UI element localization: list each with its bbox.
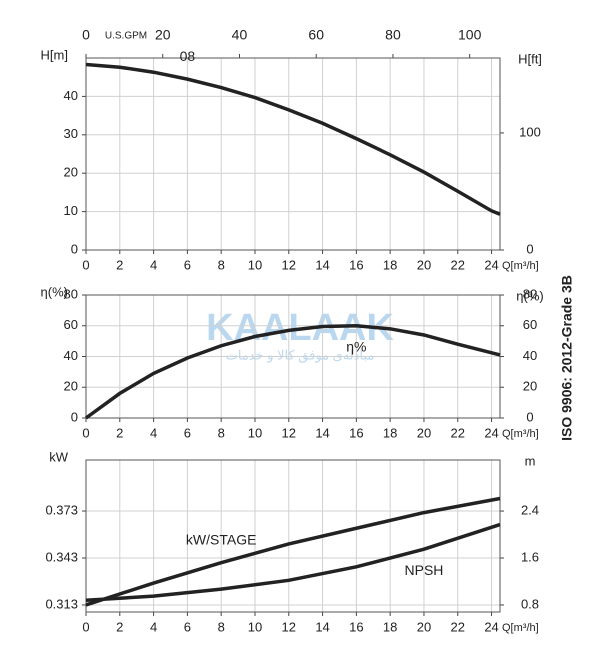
y2-tick-label: 100: [519, 124, 541, 139]
x-tick-label: 20: [417, 425, 431, 440]
x-tick-label: 12: [282, 257, 296, 272]
x-tick-label: 6: [184, 425, 191, 440]
x-tick-label: 24: [484, 425, 498, 440]
x-tick-label: 10: [248, 425, 262, 440]
x-axis-label: Q[m³/h]: [502, 428, 539, 440]
plot-frame: [85, 294, 501, 419]
y2-tick-label: 80: [523, 286, 537, 301]
y-axis-label: kW: [49, 449, 69, 464]
x-tick-label: 10: [248, 619, 262, 634]
x2-tick-label: 60: [308, 27, 324, 43]
curve-label: 08: [180, 48, 196, 64]
y2-axis-label: η(%): [516, 288, 543, 303]
x2-tick-label: 80: [385, 27, 401, 43]
curve: [85, 62, 501, 216]
x-tick-label: 4: [150, 425, 157, 440]
plot-frame: [85, 57, 501, 251]
x-tick-label: 18: [383, 425, 397, 440]
x2-tick-label: 20: [155, 27, 171, 43]
y-tick-label: 30: [64, 126, 78, 141]
x-tick-label: 24: [484, 619, 498, 634]
x-tick-label: 16: [349, 425, 363, 440]
x-tick-label: 16: [349, 619, 363, 634]
curve-label: kW/STAGE: [186, 531, 257, 547]
y-tick-label: 0: [71, 409, 78, 424]
x-tick-label: 8: [218, 619, 225, 634]
y-tick-label: 80: [64, 286, 78, 301]
x-tick-label: 8: [218, 425, 225, 440]
x-tick-label: 18: [383, 257, 397, 272]
y2-tick-label: 0: [526, 241, 533, 256]
y2-tick-label: 1.6: [521, 549, 539, 564]
y2-tick-label: 2.4: [521, 502, 539, 517]
y2-tick-label: 60: [523, 317, 537, 332]
x-tick-label: 22: [451, 425, 465, 440]
y-tick-label: 0.313: [45, 596, 78, 611]
y-tick-label: 40: [64, 88, 78, 103]
y2-tick-label: 40: [523, 348, 537, 363]
x-tick-label: 12: [282, 425, 296, 440]
x-tick-label: 22: [451, 619, 465, 634]
y-tick-label: 0: [71, 241, 78, 256]
x-tick-label: 4: [150, 257, 157, 272]
x-tick-label: 4: [150, 619, 157, 634]
plot-frame: [85, 459, 501, 613]
y2-axis-label: H[ft]: [518, 51, 542, 66]
x-tick-label: 14: [315, 425, 329, 440]
x-axis-label: Q[m³/h]: [502, 622, 539, 634]
y-tick-label: 0.373: [45, 502, 78, 517]
x-tick-label: 20: [417, 257, 431, 272]
y-axis-label: H[m]: [41, 47, 68, 62]
y2-tick-label: 0: [526, 409, 533, 424]
y-tick-label: 40: [64, 348, 78, 363]
x-tick-label: 0: [82, 425, 89, 440]
x-tick-label: 16: [349, 257, 363, 272]
curve-label: η%: [346, 338, 366, 354]
x-tick-label: 14: [315, 257, 329, 272]
x-tick-label: 14: [315, 619, 329, 634]
y-tick-label: 0.343: [45, 549, 78, 564]
y-axis-label: η(%): [41, 284, 68, 299]
y-tick-label: 20: [64, 379, 78, 394]
x-tick-label: 10: [248, 257, 262, 272]
x-tick-label: 2: [116, 257, 123, 272]
curve-label: NPSH: [405, 562, 444, 578]
curve: [84, 323, 501, 420]
side-note: ISO 9906: 2012-Grade 3B: [559, 275, 575, 441]
x-tick-label: 24: [484, 257, 498, 272]
x2-tick-label: 100: [458, 27, 482, 43]
y2-tick-label: 20: [523, 379, 537, 394]
x2-tick-label: 40: [232, 27, 248, 43]
y-tick-label: 10: [64, 203, 78, 218]
y2-tick-label: 0.8: [521, 596, 539, 611]
curve: [85, 496, 501, 607]
x-tick-label: 20: [417, 619, 431, 634]
y-tick-label: 20: [64, 165, 78, 180]
x-tick-label: 0: [82, 619, 89, 634]
x-tick-label: 0: [82, 257, 89, 272]
y-tick-label: 60: [64, 317, 78, 332]
x-tick-label: 18: [383, 619, 397, 634]
x-tick-label: 2: [116, 619, 123, 634]
y2-axis-label: m: [525, 453, 536, 468]
x-tick-label: 6: [184, 619, 191, 634]
x2-axis-label: U.S.GPM: [105, 31, 147, 42]
x-axis-label: Q[m³/h]: [502, 260, 539, 272]
x-tick-label: 12: [282, 619, 296, 634]
curve: [85, 522, 501, 603]
watermark-tagline: مبادله‌ی موفق کالا و خدمات: [226, 347, 375, 363]
x-tick-label: 22: [451, 257, 465, 272]
x-tick-label: 2: [116, 425, 123, 440]
x-tick-label: 8: [218, 257, 225, 272]
x-tick-label: 6: [184, 257, 191, 272]
x2-tick-label: 0: [82, 27, 90, 43]
